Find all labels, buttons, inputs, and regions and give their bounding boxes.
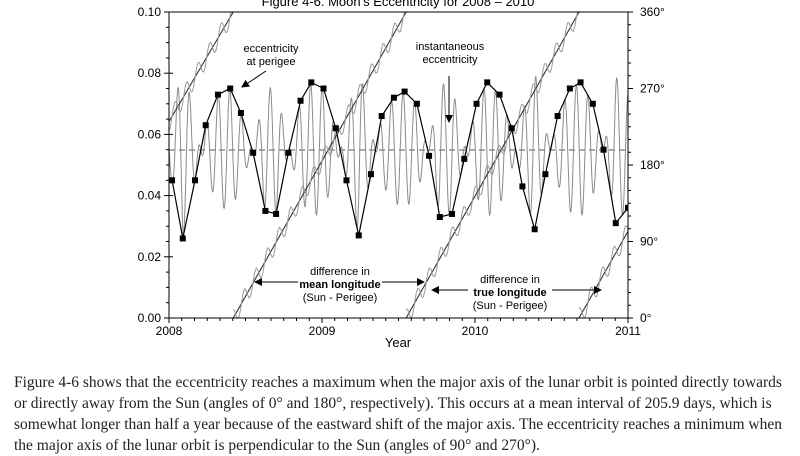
y2-tick-label: 270°	[640, 82, 665, 96]
x-axis-title: Year	[385, 335, 412, 350]
y-tick-label: 0.08	[138, 66, 162, 80]
perigee-point	[179, 235, 186, 242]
mean-longitude-series	[578, 231, 628, 318]
mean-longitude-series	[232, 12, 407, 318]
mean-longitude-series	[405, 12, 580, 318]
perigee-point	[262, 207, 269, 214]
y2-tick-label: 180°	[640, 158, 665, 172]
perigee-point	[508, 125, 515, 132]
perigee-point	[367, 171, 374, 178]
x-tick-label: 2009	[309, 324, 336, 338]
x-tick-label: 2008	[156, 324, 183, 338]
annotation-line: at perigee	[247, 56, 296, 68]
perigee-point	[227, 85, 234, 92]
perigee-point	[577, 79, 584, 86]
y-tick-label: 0.02	[138, 250, 162, 264]
y-tick-label: 0.00	[138, 311, 162, 325]
annotation-line: instantaneous	[416, 41, 485, 53]
perigee-point	[566, 85, 573, 92]
true-longitude-series	[169, 12, 234, 132]
annotation-line: difference in	[480, 274, 540, 286]
perigee-point	[308, 79, 315, 86]
perigee-point	[320, 85, 327, 92]
perigee-point	[355, 232, 362, 239]
x-tick-label: 2011	[615, 324, 641, 338]
annotation-line: true longitude	[473, 287, 546, 299]
figure-caption: Figure 4-6 shows that the eccentricity r…	[14, 372, 794, 456]
annotation-line: eccentricity	[422, 54, 478, 66]
perigee-point	[214, 91, 221, 98]
perigee-point	[250, 149, 257, 156]
perigee-point	[202, 122, 209, 129]
perigee-point	[625, 204, 628, 211]
perigee-point	[484, 79, 491, 86]
annotation-line: difference in	[310, 266, 370, 278]
perigee-point	[237, 109, 244, 116]
annotation-line: (Sun - Perigee)	[303, 292, 378, 304]
chart-title: Figure 4-6. Moon's Eccentricity for 2008…	[262, 0, 535, 9]
y2-tick-label: 360°	[640, 5, 665, 19]
annotation-arrow	[241, 70, 267, 88]
perigee-point	[531, 226, 538, 233]
y-tick-label: 0.06	[138, 127, 162, 141]
perigee-point	[192, 177, 199, 184]
perigee-point	[390, 94, 397, 101]
perigee-point	[413, 100, 420, 107]
perigee-point	[401, 88, 408, 95]
perigee-point	[554, 113, 561, 120]
y2-tick-label: 90°	[640, 235, 658, 249]
annotation-line: (Sun - Perigee)	[473, 300, 548, 312]
y-tick-label: 0.10	[138, 5, 162, 19]
perigee-point	[273, 210, 280, 217]
perigee-point	[332, 125, 339, 132]
perigee-point	[285, 149, 292, 156]
perigee-point	[496, 91, 503, 98]
perigee-point	[473, 100, 480, 107]
perigee-point	[542, 171, 549, 178]
annotation-line: eccentricity	[243, 43, 299, 55]
perigee-point	[436, 214, 443, 221]
mean-longitude-series	[169, 12, 234, 123]
perigee-point	[169, 177, 176, 184]
perigee-point	[589, 100, 596, 107]
perigee-point	[600, 146, 607, 153]
x-tick-label: 2010	[462, 324, 489, 338]
true-longitude-series	[405, 12, 579, 318]
perigee-point	[343, 177, 350, 184]
perigee-point	[426, 152, 433, 159]
instantaneous-eccentricity-series	[169, 75, 628, 237]
y-tick-label: 0.04	[138, 189, 162, 203]
true-longitude-series	[578, 225, 628, 318]
perigee-point	[519, 183, 526, 190]
perigee-point	[612, 220, 619, 227]
perigee-point	[297, 97, 304, 104]
perigee-point	[378, 113, 385, 120]
y2-tick-label: 0°	[640, 311, 652, 325]
perigee-point	[461, 155, 468, 162]
caption-text: Figure 4-6 shows that the eccentricity r…	[14, 374, 782, 454]
annotation-line: mean longitude	[299, 279, 380, 291]
true-longitude-series	[232, 12, 407, 318]
perigee-point	[449, 210, 456, 217]
perigee-eccentricity-line	[171, 81, 628, 239]
